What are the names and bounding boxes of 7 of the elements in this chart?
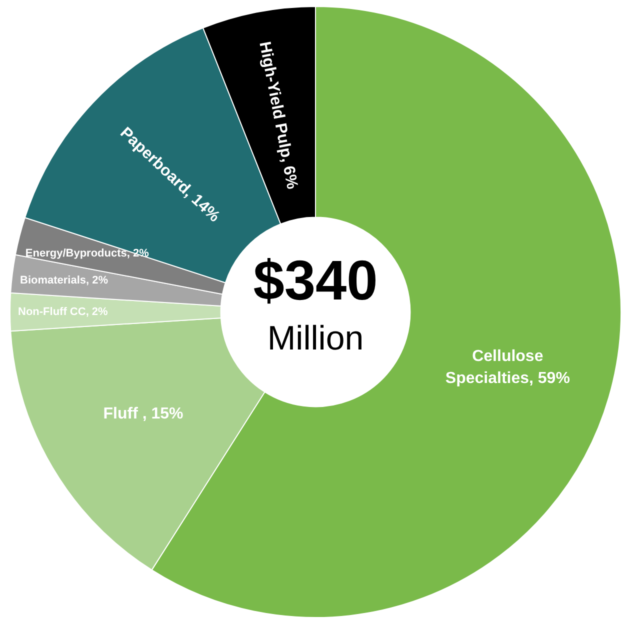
slice-label: Biomaterials, 2% [20,274,108,286]
slice-label: Non-Fluff CC, 2% [18,306,108,318]
text: $340 [253,248,378,312]
slice-label: Fluff , 15% [103,405,184,422]
slice-label: Cellulose Specialties, 59% [445,348,570,388]
slice-label: High-Yield Pulp, 6% [256,40,300,191]
text: Million [267,319,364,358]
